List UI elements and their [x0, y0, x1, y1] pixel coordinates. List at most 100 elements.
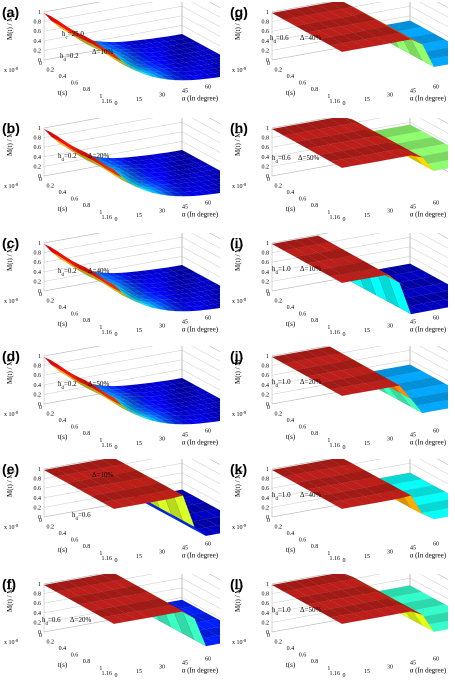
z-tick-label: 1	[38, 354, 41, 360]
side-wall-plane	[409, 558, 455, 632]
surface	[271, 116, 455, 172]
surface-patch	[190, 305, 207, 311]
z-tick-label: 0.4	[34, 39, 42, 45]
y-tick-label: 0	[115, 558, 118, 564]
x-tick-label: 0.8	[83, 431, 91, 437]
surface-patch	[159, 488, 184, 499]
z-tick-label: 0.6	[262, 260, 270, 266]
surface-patch	[152, 190, 168, 196]
surface-patch	[160, 306, 176, 312]
y-tick-label: 0	[115, 101, 118, 107]
surface-patch	[160, 419, 176, 425]
z-axis-label-group: M(t) / Ms	[234, 245, 245, 272]
surface-patch	[421, 510, 446, 520]
surface-patch	[329, 500, 354, 510]
z-tick-label: 0.4	[34, 270, 42, 276]
y-tick-label: 0	[115, 332, 118, 338]
z-axis-label-group: M(t) / Ms	[6, 130, 17, 157]
panel-label: (c)	[2, 235, 20, 251]
z-tick-label: 0.8	[34, 592, 42, 598]
panel-a: (a) 0 0.2 0.4 0.6 0.8 1 0 0.2 0.4 0.6 0.8 1 1.16 0 15 30…	[0, 0, 257, 114]
z-tick-label: 0.2	[34, 620, 42, 626]
y-tick-label: 45	[182, 89, 188, 95]
x-tick-label: 0	[39, 292, 42, 298]
x-tick-label: 0.8	[83, 87, 91, 93]
x-tick-label: 1.16	[102, 99, 113, 105]
surface-patch	[387, 604, 412, 614]
x-multiplier: x 10-8	[4, 66, 19, 75]
y-tick-label: 60	[433, 84, 439, 90]
z-tick-label: 0.2	[34, 279, 42, 285]
x-tick-label: 0	[39, 177, 42, 183]
x-tick-label: 0.6	[71, 197, 79, 203]
y-axis-label: α (In degree)	[410, 325, 447, 333]
x-tick-label: 1	[327, 666, 330, 672]
x-tick-label: 0.4	[59, 190, 67, 196]
panel-label: (b)	[2, 120, 20, 136]
annotation: hd=0.2	[58, 152, 77, 163]
x-tick-label: 1	[99, 551, 102, 557]
y-tick-label: 15	[136, 213, 142, 219]
annotation: hd=1.0	[272, 491, 291, 502]
y-tick-label: 15	[136, 441, 142, 447]
z-axis-label: M(t) / Ms	[6, 358, 17, 385]
z-axis-label-group: M(t) / Ms	[6, 358, 17, 385]
x-tick-label: 0	[267, 177, 270, 183]
x-tick-label: 0.6	[299, 425, 307, 431]
surface-patch	[145, 303, 161, 310]
x-tick-label: 0.6	[71, 312, 79, 318]
y-tick-label: 0	[343, 101, 346, 107]
y-tick-label: 30	[159, 209, 165, 215]
x-tick-label: 0.2	[275, 184, 283, 190]
z-tick-label: 0.6	[34, 29, 42, 35]
z-tick-label: 0.4	[34, 383, 42, 389]
z-gridline	[43, 330, 253, 370]
x-tick-label: 0	[267, 633, 270, 639]
z-axis-label: M(t) / Ms	[234, 471, 245, 498]
y-tick-label: 15	[364, 97, 370, 103]
y-tick-label: 60	[205, 200, 211, 206]
surface-patch	[329, 387, 354, 397]
z-tick-label: 0.4	[262, 270, 270, 276]
x-tick-label: 1	[327, 210, 330, 216]
z-axis-label-group: M(t) / Ms	[234, 586, 245, 613]
x-axis-label: t(s)	[286, 320, 296, 328]
z-axis-label-group: M(t) / Ms	[6, 586, 17, 613]
y-tick-label: 60	[205, 541, 211, 547]
z-tick-label: 1	[266, 241, 269, 247]
y-tick-label: 0	[343, 445, 346, 451]
annotation: hc=25.0	[62, 30, 84, 41]
x-tick-label: 0.2	[47, 525, 55, 531]
y-axis-label: α (In degree)	[182, 325, 219, 333]
surface-patch	[160, 191, 176, 197]
x-multiplier: x 10-8	[4, 297, 19, 306]
surface-patch	[145, 188, 161, 195]
z-axis-label-group: M(t) / Ms	[6, 14, 17, 41]
x-tick-label: 0.8	[311, 659, 319, 665]
x-tick-label: 0.8	[311, 318, 319, 324]
y-tick-label: 30	[387, 550, 393, 556]
surface-patch	[399, 604, 423, 615]
z-gridline	[271, 0, 455, 13]
x-tick-label: 1.16	[102, 671, 113, 677]
x-tick-label: 0.2	[47, 184, 55, 190]
x-tick-label: 0.8	[83, 659, 91, 665]
z-tick-label: 0.8	[262, 592, 270, 598]
y-tick-label: 30	[387, 665, 393, 671]
x-multiplier: x 10-8	[232, 66, 247, 75]
annotation: Δ=40%	[300, 491, 321, 499]
z-tick-label: 1	[266, 582, 269, 588]
x-axis-label: t(s)	[58, 320, 68, 328]
x-axis-label: t(s)	[286, 661, 296, 669]
annotation: Δ=20%	[88, 152, 109, 160]
y-tick-label: 60	[433, 315, 439, 321]
x-axis-label: t(s)	[286, 546, 296, 554]
z-tick-label: 0	[266, 174, 269, 180]
x-axis-label: t(s)	[58, 433, 68, 441]
surface	[271, 572, 455, 632]
